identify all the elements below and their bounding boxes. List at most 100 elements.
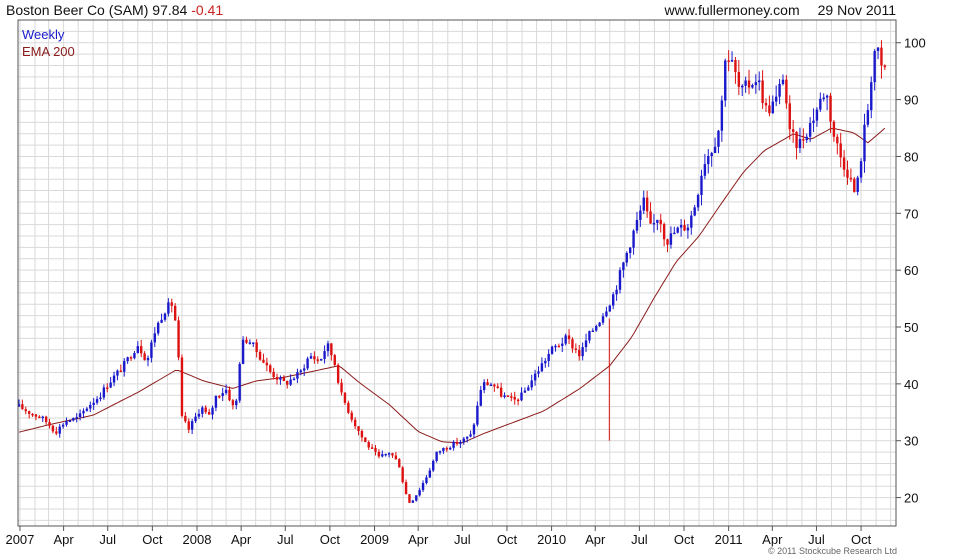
- weekly-body-down: [340, 382, 343, 393]
- last-price: 97.84: [152, 2, 188, 18]
- weekly-body-down: [44, 416, 48, 423]
- weekly-body-up: [741, 85, 744, 88]
- weekly-body-up: [78, 413, 82, 418]
- weekly-body-up: [428, 470, 432, 478]
- weekly-body-down: [649, 211, 652, 224]
- candles: [17, 40, 887, 504]
- weekly-body-up: [744, 80, 747, 86]
- weekly-body-down: [353, 419, 357, 427]
- x-tick-label: Jul: [99, 532, 116, 547]
- weekly-body-down: [350, 412, 353, 420]
- weekly-body-up: [605, 311, 608, 317]
- weekly-body-up: [635, 219, 639, 231]
- weekly-body-up: [859, 161, 863, 178]
- legend-ema: EMA 200: [22, 44, 75, 59]
- weekly-body-down: [785, 79, 788, 104]
- weekly-body-up: [163, 313, 167, 320]
- weekly-body-up: [411, 500, 415, 503]
- weekly-body-up: [146, 357, 150, 361]
- legend-weekly: Weekly: [22, 27, 65, 42]
- weekly-body-up: [381, 454, 384, 457]
- weekly-body-up: [530, 380, 533, 388]
- y-tick-label: 40: [904, 377, 918, 392]
- x-tick-label: 2011: [715, 532, 743, 547]
- x-tick-label: 2010: [537, 532, 566, 547]
- weekly-body-up: [703, 164, 707, 176]
- weekly-body-down: [839, 143, 842, 158]
- weekly-body-up: [421, 483, 425, 491]
- weekly-body-up: [75, 417, 78, 419]
- weekly-body-up: [296, 372, 299, 379]
- weekly-body-down: [38, 416, 41, 419]
- weekly-body-down: [493, 384, 496, 387]
- weekly-body-up: [870, 82, 873, 111]
- weekly-body-up: [126, 357, 129, 362]
- weekly-body-down: [24, 409, 27, 412]
- weekly-body-up: [221, 393, 224, 397]
- weekly-body-up: [323, 351, 326, 359]
- weekly-body-up: [707, 156, 710, 165]
- weekly-body-down: [313, 356, 316, 360]
- x-tick-label: 2008: [183, 532, 212, 547]
- weekly-body-up: [639, 210, 642, 220]
- weekly-body-up: [710, 152, 713, 157]
- weekly-body-up: [167, 302, 170, 314]
- weekly-body-up: [876, 47, 880, 52]
- weekly-body-up: [211, 407, 214, 415]
- weekly-body-up: [628, 247, 632, 254]
- weekly-body-up: [693, 207, 696, 216]
- weekly-body-up: [252, 342, 255, 344]
- weekly-body-down: [173, 305, 177, 321]
- weekly-body-up: [160, 319, 163, 323]
- weekly-body-up: [873, 51, 876, 83]
- weekly-body-down: [795, 131, 798, 149]
- weekly-body-down: [883, 65, 887, 68]
- weekly-body-down: [370, 447, 374, 449]
- weekly-body-down: [255, 342, 258, 352]
- weekly-body-down: [272, 371, 275, 378]
- weekly-body-down: [791, 129, 795, 132]
- weekly-body-down: [262, 359, 265, 363]
- weekly-body-up: [863, 124, 866, 162]
- y-tick-label: 70: [904, 206, 918, 221]
- weekly-body-down: [258, 351, 262, 360]
- weekly-body-down: [880, 47, 883, 66]
- x-tick-label: Jul: [808, 532, 825, 547]
- weekly-body-up: [758, 80, 761, 83]
- weekly-body-up: [459, 442, 462, 444]
- weekly-body-up: [713, 146, 717, 153]
- weekly-body-up: [856, 177, 859, 193]
- weekly-body-up: [469, 434, 472, 437]
- weekly-body-down: [377, 451, 381, 457]
- weekly-body-up: [156, 322, 160, 334]
- weekly-body-up: [540, 363, 544, 372]
- weekly-body-up: [224, 389, 228, 394]
- weekly-body-up: [598, 322, 601, 327]
- weekly-body-down: [849, 177, 853, 180]
- weekly-body-down: [316, 359, 319, 361]
- weekly-body-up: [432, 460, 435, 471]
- weekly-body-up: [89, 404, 92, 409]
- weekly-body-up: [309, 356, 313, 359]
- weekly-body-up: [754, 82, 758, 86]
- weekly-body-up: [679, 225, 683, 228]
- weekly-body-down: [768, 105, 771, 114]
- weekly-body-down: [391, 453, 394, 456]
- x-tick-label: Oct: [497, 532, 518, 547]
- weekly-body-up: [819, 98, 822, 110]
- weekly-body-up: [235, 400, 238, 406]
- weekly-body-down: [374, 448, 377, 452]
- weekly-body-up: [822, 97, 825, 99]
- weekly-body-down: [269, 365, 272, 372]
- weekly-body-down: [499, 387, 503, 397]
- weekly-body-up: [248, 342, 252, 344]
- x-tick-label: Apr: [585, 532, 606, 547]
- weekly-body-up: [700, 175, 703, 195]
- weekly-body-down: [364, 437, 367, 443]
- weekly-body-up: [112, 375, 116, 383]
- weekly-body-up: [438, 451, 442, 453]
- weekly-body-up: [465, 436, 469, 439]
- weekly-body-up: [85, 408, 89, 411]
- ema-layer: [18, 127, 886, 444]
- weekly-body-down: [645, 197, 649, 212]
